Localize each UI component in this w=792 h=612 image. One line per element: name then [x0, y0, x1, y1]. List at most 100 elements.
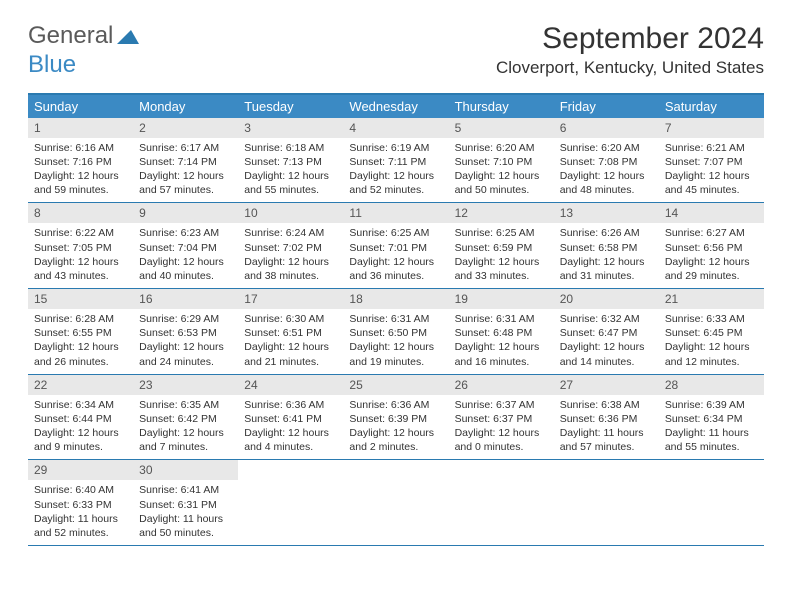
daylight-text: Daylight: 12 hours and 33 minutes.: [455, 255, 548, 283]
day-cell: 8Sunrise: 6:22 AMSunset: 7:05 PMDaylight…: [28, 203, 133, 288]
day-cell: 22Sunrise: 6:34 AMSunset: 6:44 PMDayligh…: [28, 375, 133, 460]
day-header-thu: Thursday: [449, 95, 554, 118]
header: General Blue September 2024 Cloverport, …: [28, 22, 764, 79]
sunset-text: Sunset: 7:01 PM: [349, 241, 442, 255]
sunrise-text: Sunrise: 6:32 AM: [560, 312, 653, 326]
month-title: September 2024: [496, 22, 764, 56]
sunset-text: Sunset: 7:10 PM: [455, 155, 548, 169]
sunrise-text: Sunrise: 6:34 AM: [34, 398, 127, 412]
day-number: 18: [343, 289, 448, 309]
sunrise-text: Sunrise: 6:25 AM: [349, 226, 442, 240]
day-cell: 16Sunrise: 6:29 AMSunset: 6:53 PMDayligh…: [133, 289, 238, 374]
day-cell: 11 Sunrise: 6:25 AMSunset: 7:01 PMDayligh…: [343, 203, 448, 288]
sunrise-text: Sunrise: 6:21 AM: [665, 141, 758, 155]
day-cell: 2Sunrise: 6:17 AMSunset: 7:14 PMDaylight…: [133, 118, 238, 203]
daylight-text: Daylight: 11 hours and 57 minutes.: [560, 426, 653, 454]
daylight-text: Daylight: 12 hours and 29 minutes.: [665, 255, 758, 283]
daylight-text: Daylight: 12 hours and 26 minutes.: [34, 340, 127, 368]
sunrise-text: Sunrise: 6:30 AM: [244, 312, 337, 326]
day-cell: 19Sunrise: 6:31 AMSunset: 6:48 PMDayligh…: [449, 289, 554, 374]
sunset-text: Sunset: 7:08 PM: [560, 155, 653, 169]
daylight-text: Daylight: 12 hours and 59 minutes.: [34, 169, 127, 197]
day-cell: 17Sunrise: 6:30 AMSunset: 6:51 PMDayligh…: [238, 289, 343, 374]
sunrise-text: Sunrise: 6:19 AM: [349, 141, 442, 155]
day-cell: 12Sunrise: 6:25 AMSunset: 6:59 PMDayligh…: [449, 203, 554, 288]
day-cell: 29Sunrise: 6:40 AMSunset: 6:33 PMDayligh…: [28, 460, 133, 545]
sunrise-text: Sunrise: 6:17 AM: [139, 141, 232, 155]
daylight-text: Daylight: 12 hours and 7 minutes.: [139, 426, 232, 454]
day-header-row: Sunday Monday Tuesday Wednesday Thursday…: [28, 95, 764, 118]
day-number: 5: [449, 118, 554, 138]
week-row: 8Sunrise: 6:22 AMSunset: 7:05 PMDaylight…: [28, 203, 764, 289]
day-number: 25: [343, 375, 448, 395]
daylight-text: Daylight: 11 hours and 55 minutes.: [665, 426, 758, 454]
sunrise-text: Sunrise: 6:27 AM: [665, 226, 758, 240]
daylight-text: Daylight: 12 hours and 43 minutes.: [34, 255, 127, 283]
day-cell: [343, 460, 448, 545]
day-cell: 20Sunrise: 6:32 AMSunset: 6:47 PMDayligh…: [554, 289, 659, 374]
sunrise-text: Sunrise: 6:26 AM: [560, 226, 653, 240]
calendar: Sunday Monday Tuesday Wednesday Thursday…: [28, 93, 764, 546]
day-cell: 23Sunrise: 6:35 AMSunset: 6:42 PMDayligh…: [133, 375, 238, 460]
day-number: 6: [554, 118, 659, 138]
daylight-text: Daylight: 12 hours and 0 minutes.: [455, 426, 548, 454]
sunset-text: Sunset: 7:02 PM: [244, 241, 337, 255]
sunset-text: Sunset: 6:55 PM: [34, 326, 127, 340]
logo-text-blue: Blue: [28, 51, 76, 78]
day-number: 9: [133, 203, 238, 223]
daylight-text: Daylight: 12 hours and 16 minutes.: [455, 340, 548, 368]
sunset-text: Sunset: 6:36 PM: [560, 412, 653, 426]
day-header-mon: Monday: [133, 95, 238, 118]
day-cell: 10Sunrise: 6:24 AMSunset: 7:02 PMDayligh…: [238, 203, 343, 288]
daylight-text: Daylight: 12 hours and 48 minutes.: [560, 169, 653, 197]
sunrise-text: Sunrise: 6:35 AM: [139, 398, 232, 412]
day-number: 16: [133, 289, 238, 309]
sunset-text: Sunset: 7:04 PM: [139, 241, 232, 255]
sunset-text: Sunset: 6:41 PM: [244, 412, 337, 426]
day-number: 4: [343, 118, 448, 138]
day-number: 19: [449, 289, 554, 309]
sunrise-text: Sunrise: 6:22 AM: [34, 226, 127, 240]
sunset-text: Sunset: 7:05 PM: [34, 241, 127, 255]
sunrise-text: Sunrise: 6:33 AM: [665, 312, 758, 326]
sunrise-text: Sunrise: 6:29 AM: [139, 312, 232, 326]
daylight-text: Daylight: 12 hours and 36 minutes.: [349, 255, 442, 283]
daylight-text: Daylight: 12 hours and 40 minutes.: [139, 255, 232, 283]
sunset-text: Sunset: 6:33 PM: [34, 498, 127, 512]
day-header-tue: Tuesday: [238, 95, 343, 118]
day-header-wed: Wednesday: [343, 95, 448, 118]
daylight-text: Daylight: 12 hours and 19 minutes.: [349, 340, 442, 368]
sunrise-text: Sunrise: 6:18 AM: [244, 141, 337, 155]
day-cell: 30Sunrise: 6:41 AMSunset: 6:31 PMDayligh…: [133, 460, 238, 545]
day-number: 30: [133, 460, 238, 480]
sunset-text: Sunset: 6:31 PM: [139, 498, 232, 512]
day-number: 14: [659, 203, 764, 223]
sunrise-text: Sunrise: 6:23 AM: [139, 226, 232, 240]
day-cell: 15Sunrise: 6:28 AMSunset: 6:55 PMDayligh…: [28, 289, 133, 374]
title-block: September 2024 Cloverport, Kentucky, Uni…: [496, 22, 764, 78]
sunrise-text: Sunrise: 6:25 AM: [455, 226, 548, 240]
week-row: 29Sunrise: 6:40 AMSunset: 6:33 PMDayligh…: [28, 460, 764, 546]
day-number: 12: [449, 203, 554, 223]
logo-triangle-icon: [117, 23, 139, 51]
daylight-text: Daylight: 12 hours and 2 minutes.: [349, 426, 442, 454]
sunset-text: Sunset: 6:44 PM: [34, 412, 127, 426]
week-row: 22Sunrise: 6:34 AMSunset: 6:44 PMDayligh…: [28, 375, 764, 461]
daylight-text: Daylight: 12 hours and 31 minutes.: [560, 255, 653, 283]
day-number: 10: [238, 203, 343, 223]
day-cell: 28Sunrise: 6:39 AMSunset: 6:34 PMDayligh…: [659, 375, 764, 460]
day-header-sat: Saturday: [659, 95, 764, 118]
day-cell: [238, 460, 343, 545]
sunrise-text: Sunrise: 6:31 AM: [349, 312, 442, 326]
day-number: 27: [554, 375, 659, 395]
daylight-text: Daylight: 12 hours and 38 minutes.: [244, 255, 337, 283]
sunset-text: Sunset: 7:07 PM: [665, 155, 758, 169]
day-cell: 25Sunrise: 6:36 AMSunset: 6:39 PMDayligh…: [343, 375, 448, 460]
day-number: 11: [343, 203, 448, 223]
daylight-text: Daylight: 12 hours and 12 minutes.: [665, 340, 758, 368]
daylight-text: Daylight: 12 hours and 55 minutes.: [244, 169, 337, 197]
day-cell: 5Sunrise: 6:20 AMSunset: 7:10 PMDaylight…: [449, 118, 554, 203]
sunrise-text: Sunrise: 6:39 AM: [665, 398, 758, 412]
weeks-container: 1Sunrise: 6:16 AMSunset: 7:16 PMDaylight…: [28, 118, 764, 546]
day-cell: [554, 460, 659, 545]
